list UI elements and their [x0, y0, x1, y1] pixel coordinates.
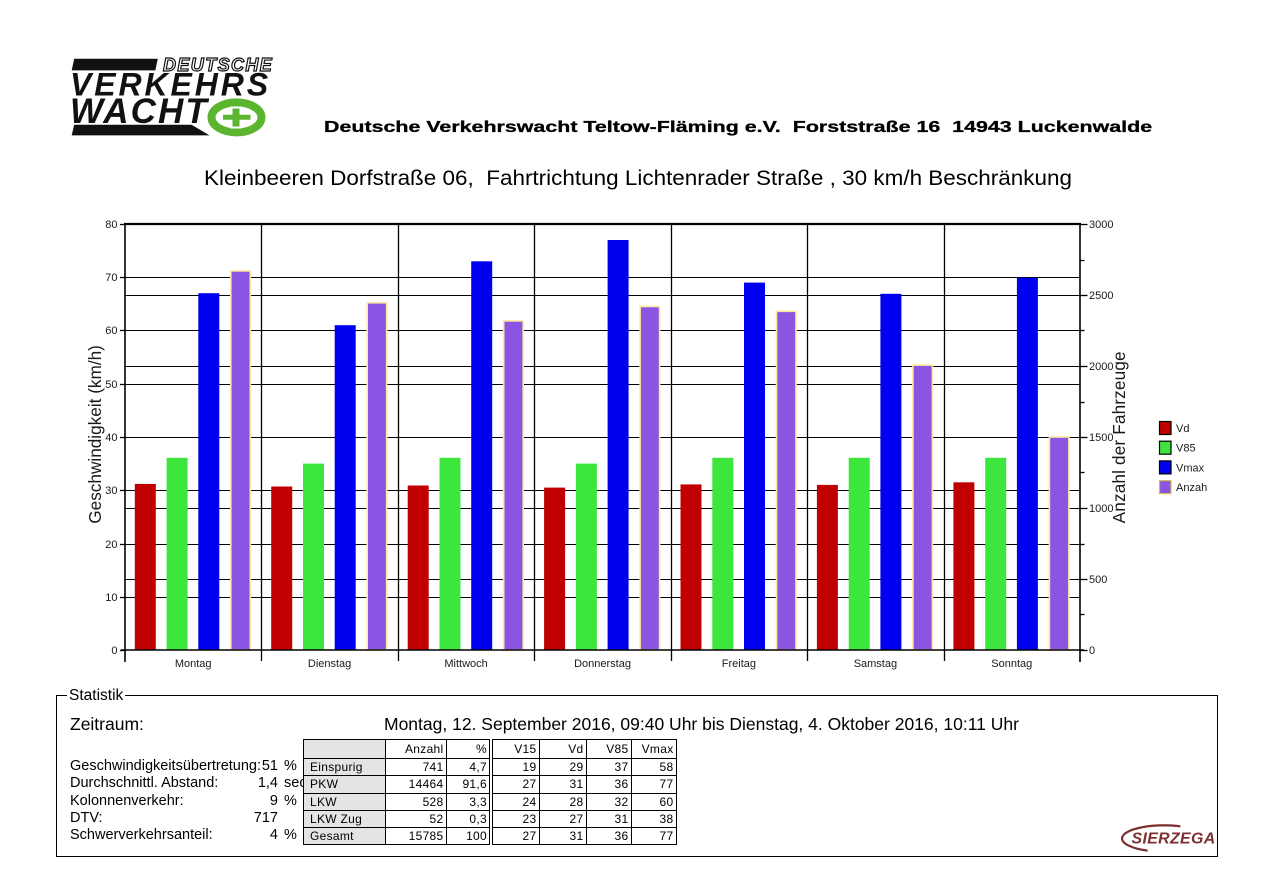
svg-text:2500: 2500 — [1089, 290, 1113, 302]
svg-text:Dienstag: Dienstag — [308, 658, 351, 670]
svg-text:10: 10 — [105, 592, 117, 604]
svg-text:Samstag: Samstag — [854, 658, 897, 670]
svg-text:70: 70 — [105, 272, 117, 284]
svg-text:0: 0 — [1089, 645, 1095, 657]
svg-text:V85: V85 — [1176, 443, 1196, 455]
svg-text:Donnerstag: Donnerstag — [574, 658, 631, 670]
svg-text:50: 50 — [105, 379, 117, 391]
svg-text:80: 80 — [105, 219, 117, 231]
svg-text:Vmax: Vmax — [1176, 462, 1205, 474]
svg-text:3000: 3000 — [1089, 219, 1113, 231]
svg-text:Vd: Vd — [1176, 423, 1189, 435]
svg-text:2000: 2000 — [1089, 361, 1113, 373]
svg-text:WACHT: WACHT — [70, 92, 209, 131]
svg-text:Geschwindigkeit (km/h): Geschwindigkeit (km/h) — [85, 345, 105, 524]
svg-text:20: 20 — [105, 539, 117, 551]
svg-text:30: 30 — [105, 485, 117, 497]
svg-text:DEUTSCHE: DEUTSCHE — [163, 55, 273, 75]
svg-text:Anzahl der Fahrzeuge: Anzahl der Fahrzeuge — [1109, 351, 1129, 523]
svg-text:40: 40 — [105, 432, 117, 444]
svg-text:1500: 1500 — [1089, 432, 1113, 444]
svg-text:0: 0 — [111, 645, 117, 657]
svg-text:SIERZEGA: SIERZEGA — [1132, 831, 1216, 848]
svg-text:Mittwoch: Mittwoch — [444, 658, 487, 670]
svg-text:Anzah: Anzah — [1176, 482, 1207, 494]
svg-text:VERKEHRS: VERKEHRS — [70, 67, 271, 103]
svg-text:Freitag: Freitag — [722, 658, 756, 670]
svg-text:60: 60 — [105, 325, 117, 337]
svg-text:1000: 1000 — [1089, 503, 1113, 515]
svg-text:500: 500 — [1089, 574, 1107, 586]
svg-text:Montag: Montag — [175, 658, 212, 670]
svg-text:Sonntag: Sonntag — [991, 658, 1032, 670]
